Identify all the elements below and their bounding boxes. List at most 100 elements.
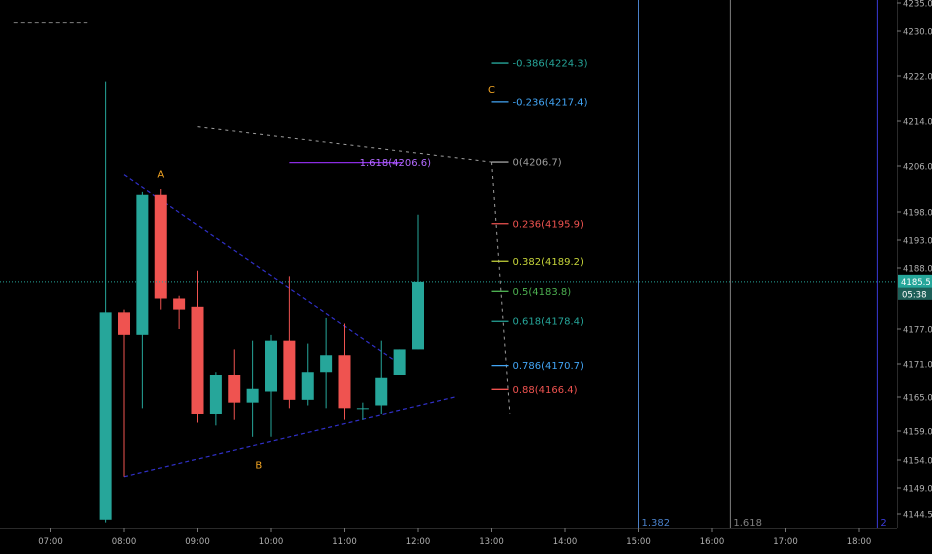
fib-level-label: 0.236(4195.9) xyxy=(513,219,585,230)
candle-body xyxy=(191,306,204,414)
fib-level-label: -0.386(4224.3) xyxy=(513,59,588,70)
candle-body xyxy=(99,312,112,520)
candle-body xyxy=(393,349,406,375)
price-tick-label-8: 4177.0 xyxy=(903,326,932,336)
fib-level-label: 0.88(4166.4) xyxy=(513,385,578,396)
time-tick-label-8: 15:00 xyxy=(626,537,651,547)
candle-body xyxy=(154,194,167,299)
fib-level-2[interactable]: 0(4206.7) xyxy=(491,158,562,169)
time-tick-label-5: 12:00 xyxy=(406,537,431,547)
countdown-badge xyxy=(898,287,932,300)
last-price-label: 4185.5 xyxy=(901,278,931,288)
price-tick-label-0: 4235.0 xyxy=(903,0,932,10)
candle-16[interactable] xyxy=(393,349,406,375)
candle-body xyxy=(136,194,149,335)
last-price-badge xyxy=(898,274,932,288)
price-tick-label-7: 4188.0 xyxy=(903,265,932,275)
candle-body xyxy=(265,340,277,392)
fib-level-label: 0.618(4178.4) xyxy=(513,317,585,328)
price-tick-label-4: 4206.0 xyxy=(903,163,932,173)
price-tick-label-5: 4198.0 xyxy=(903,209,932,219)
fib-guide-line-1[interactable] xyxy=(491,162,511,415)
fib-level-label: 0(4206.7) xyxy=(513,158,562,169)
time-tick-label-0: 07:00 xyxy=(38,537,63,547)
fib-level-label: 0.786(4170.7) xyxy=(513,361,585,372)
candle-12[interactable] xyxy=(320,317,333,409)
candle-0[interactable] xyxy=(99,81,112,523)
time-tick-label-11: 18:00 xyxy=(847,537,872,547)
fib-level-1[interactable]: -0.236(4217.4) xyxy=(491,97,588,108)
candle-10[interactable] xyxy=(283,276,296,409)
candle-body xyxy=(246,388,259,403)
fib-level-label: 0.5(4183.8) xyxy=(513,287,572,298)
trend-line-1[interactable] xyxy=(123,396,455,478)
candle-9[interactable] xyxy=(265,334,277,437)
candle-body xyxy=(375,377,388,406)
fib-level-3[interactable]: 0.236(4195.9) xyxy=(491,219,585,230)
time-tick-label-3: 10:00 xyxy=(259,537,284,547)
candle-13[interactable] xyxy=(338,323,351,420)
candle-body xyxy=(118,312,130,335)
candle-body xyxy=(228,375,241,403)
time-axis[interactable]: 07:00 08:00 09:00 10:00 11:00 12:00 13:00 14:00… xyxy=(0,528,932,550)
time-tick-label-2: 09:00 xyxy=(185,537,210,547)
abc-label-b: B xyxy=(255,460,262,471)
price-axis[interactable]: 4235.0 4230.0 4222.0 4214.0 4206.0 4198.0 4193… xyxy=(897,0,932,550)
vertical-line-label-2: 2 xyxy=(880,518,886,529)
time-tick-label-6: 13:00 xyxy=(479,537,504,547)
fib-level-7[interactable]: 0.786(4170.7) xyxy=(491,361,585,372)
price-tick-label-2: 4222.0 xyxy=(903,73,932,83)
candle-14[interactable] xyxy=(356,402,369,420)
candle-body xyxy=(412,281,424,350)
time-tick-label-7: 14:00 xyxy=(553,537,578,547)
fib-levels: -0.386(4224.3) -0.236(4217.4) 0(4206.7) 0.2… xyxy=(491,59,588,396)
price-tick-label-1: 4230.0 xyxy=(903,28,932,38)
vertical-line-label-1: 1.618 xyxy=(733,518,762,529)
time-tick-label-10: 17:00 xyxy=(773,537,798,547)
candle-body xyxy=(173,298,186,310)
time-axis-background xyxy=(0,528,932,550)
fib-level-8[interactable]: 0.88(4166.4) xyxy=(491,385,578,396)
candle-body xyxy=(356,408,369,410)
time-tick-label-1: 08:00 xyxy=(112,537,137,547)
fib-level-6[interactable]: 0.618(4178.4) xyxy=(491,317,585,328)
abc-label-a: A xyxy=(157,170,164,181)
price-tick-label-13: 4149.0 xyxy=(903,485,932,495)
candle-1[interactable] xyxy=(118,309,130,477)
candle-15[interactable] xyxy=(375,340,388,414)
candle-4[interactable] xyxy=(173,295,186,329)
fib-level-0[interactable]: -0.386(4224.3) xyxy=(491,59,588,70)
price-tick-label-14: 4144.5 xyxy=(903,511,932,521)
price-tick-label-11: 4159.0 xyxy=(903,428,932,438)
fib-guide-line-0[interactable] xyxy=(197,126,492,163)
candle-6[interactable] xyxy=(209,372,222,426)
fib-level-label: 0.382(4189.2) xyxy=(513,257,585,268)
time-tick-label-4: 11:00 xyxy=(332,537,357,547)
candle-body xyxy=(209,375,222,414)
abc-labels: A B C xyxy=(157,85,495,472)
fib-extension: 1.618(4206.6) xyxy=(289,158,431,169)
fib-level-4[interactable]: 0.382(4189.2) xyxy=(491,257,585,268)
candle-3[interactable] xyxy=(154,189,167,310)
price-tick-label-10: 4165.0 xyxy=(903,394,932,404)
candle-body xyxy=(301,372,314,400)
price-tick-label-6: 4193.0 xyxy=(903,237,932,247)
candle-8[interactable] xyxy=(246,340,259,437)
abc-label-c: C xyxy=(488,85,495,96)
fib-level-5[interactable]: 0.5(4183.8) xyxy=(491,287,572,298)
fib-guide-lines xyxy=(197,126,511,415)
candle-7[interactable] xyxy=(228,349,241,420)
price-tick-label-9: 4171.0 xyxy=(903,361,932,371)
candle-2[interactable] xyxy=(136,191,149,409)
candle-body xyxy=(283,340,296,400)
fib-level-label: -0.236(4217.4) xyxy=(513,97,588,108)
fib-extension-label: 1.618(4206.6) xyxy=(360,158,432,169)
price-tick-label-3: 4214.0 xyxy=(903,118,932,128)
candle-body xyxy=(338,355,351,409)
candle-11[interactable] xyxy=(301,343,314,406)
vertical-line-label-0: 1.382 xyxy=(642,518,671,529)
candle-body xyxy=(320,355,333,373)
candle-5[interactable] xyxy=(191,270,204,423)
